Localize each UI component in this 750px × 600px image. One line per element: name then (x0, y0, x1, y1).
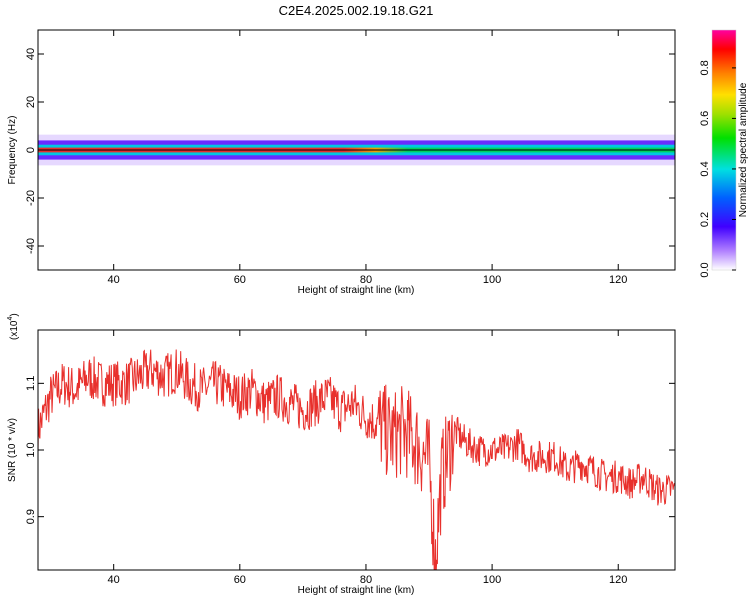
colorbar-tick-label: 0.0 (699, 262, 711, 277)
x-tick-label: 80 (360, 274, 372, 286)
colorbar-tick-label: 0.6 (699, 111, 711, 126)
y-tick-label: 0.9 (25, 509, 37, 524)
x-tick-label: 120 (609, 274, 627, 286)
snr-multiplier-exp: 4 (7, 317, 14, 321)
colorbar-frame (711, 29, 737, 271)
x-tick-label: 80 (360, 574, 372, 586)
snr-plot-area (38, 330, 675, 570)
spectrogram-x-axis-label: Height of straight line (km) (298, 285, 415, 296)
x-tick-label: 100 (483, 574, 501, 586)
y-tick-label: 1.1 (25, 376, 37, 391)
colorbar-tick-label: 0.8 (699, 60, 711, 75)
y-tick-label: 20 (25, 96, 37, 108)
colorbar-ticks: 0.0 0.2 0.4 0.6 0.8 (699, 60, 736, 278)
x-tick-label: 100 (483, 274, 501, 286)
y-tick-label: 40 (25, 48, 37, 60)
x-tick-label: 40 (108, 574, 120, 586)
spectrogram-y-ticks: 40 20 0 -20 -40 (25, 48, 675, 254)
x-tick-label: 60 (234, 574, 246, 586)
snr-x-axis-label: Height of straight line (km) (298, 585, 415, 596)
svg-text:(x104): (x104) (7, 313, 20, 340)
snr-y-axis-label: SNR (10 * v/v) (7, 418, 18, 482)
colorbar-label: Normalized spectral amplitude (738, 82, 749, 217)
y-tick-label: -40 (25, 238, 37, 254)
snr-y-ticks: 1.1 1.0 0.9 (25, 376, 675, 524)
x-tick-label: 120 (609, 574, 627, 586)
snr-panel: 40 60 80 100 120 1.1 1.0 0.9 Height of straigh… (7, 313, 676, 596)
spectrogram-x-ticks: 40 60 80 100 120 (108, 30, 627, 286)
colorbar-tick-label: 0.4 (699, 161, 711, 176)
snr-multiplier-base: (x10 (9, 320, 20, 340)
colorbar: 0.0 0.2 0.4 0.6 0.8 Normalized spectral ampl… (699, 29, 749, 278)
y-tick-label: 0 (25, 147, 37, 153)
y-tick-label: 1.0 (25, 442, 37, 457)
snr-series-line (38, 349, 675, 570)
y-tick-label: -20 (25, 190, 37, 206)
colorbar-tick-label: 0.2 (699, 212, 711, 227)
spectral-band (38, 134, 675, 166)
snr-y-multiplier: (x104) (7, 313, 20, 340)
figure-title: C2E4.2025.002.19.18.G21 (279, 3, 434, 18)
snr-multiplier-close: ) (9, 313, 20, 316)
x-tick-label: 60 (234, 274, 246, 286)
spectrogram-y-axis-label: Frequency (Hz) (7, 116, 18, 185)
colorbar-gradient (712, 30, 736, 270)
x-tick-label: 40 (108, 274, 120, 286)
spectrogram-panel: 40 60 80 100 120 40 20 0 -20 -40 Height of strai… (7, 29, 676, 296)
snr-x-ticks: 40 60 80 100 120 (108, 330, 627, 586)
